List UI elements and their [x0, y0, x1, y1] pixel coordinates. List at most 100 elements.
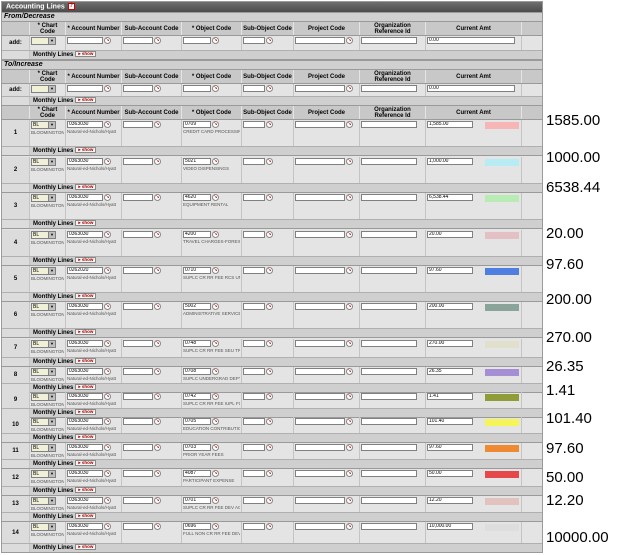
chart-select[interactable]: BL ▼ — [31, 121, 56, 129]
lookup-icon[interactable]: ↘ — [104, 303, 111, 310]
lookup-icon[interactable]: ↘ — [154, 85, 161, 92]
show-button[interactable]: ▸ show — [75, 409, 97, 416]
lookup-icon[interactable]: ↘ — [266, 418, 273, 425]
lookup-icon[interactable]: ↘ — [104, 37, 111, 44]
lookup-icon[interactable]: ↘ — [346, 121, 353, 128]
sub-account-input[interactable] — [123, 121, 153, 128]
lookup-icon[interactable]: ↘ — [154, 444, 161, 451]
sub-account-input[interactable] — [123, 231, 153, 238]
org-ref-input[interactable] — [361, 121, 417, 128]
account-number-input[interactable]: 0363030 — [67, 194, 103, 201]
lookup-icon[interactable]: ↘ — [266, 393, 273, 400]
chart-select[interactable]: ▼ — [31, 85, 56, 93]
show-button[interactable]: ▸ show — [75, 329, 97, 336]
chart-select[interactable]: BL ▼ — [31, 444, 56, 452]
lookup-icon[interactable]: ↘ — [104, 497, 111, 504]
lookup-icon[interactable]: ↘ — [104, 523, 111, 530]
account-number-input[interactable]: 0363030 — [67, 158, 103, 165]
lookup-icon[interactable]: ↘ — [266, 194, 273, 201]
lookup-icon[interactable]: ↘ — [212, 303, 219, 310]
org-ref-input[interactable] — [361, 368, 417, 375]
project-code-input[interactable] — [295, 303, 345, 310]
org-ref-input[interactable] — [361, 470, 417, 477]
lookup-icon[interactable]: ↘ — [212, 85, 219, 92]
lookup-icon[interactable]: ↘ — [266, 368, 273, 375]
lookup-icon[interactable]: ↘ — [346, 470, 353, 477]
org-ref-input[interactable] — [361, 85, 417, 92]
lookup-icon[interactable]: ↘ — [212, 267, 219, 274]
sub-object-input[interactable] — [243, 340, 265, 347]
show-button[interactable]: ▸ show — [75, 147, 97, 154]
lookup-icon[interactable]: ↘ — [104, 393, 111, 400]
sub-object-input[interactable] — [243, 368, 265, 375]
project-code-input[interactable] — [295, 393, 345, 400]
lookup-icon[interactable]: ↘ — [266, 231, 273, 238]
project-code-input[interactable] — [295, 340, 345, 347]
lookup-icon[interactable]: ↘ — [346, 523, 353, 530]
project-code-input[interactable] — [295, 121, 345, 128]
project-code-input[interactable] — [295, 37, 345, 44]
lookup-icon[interactable]: ↘ — [346, 497, 353, 504]
object-code-input[interactable]: 0748 — [183, 340, 211, 347]
project-code-input[interactable] — [295, 523, 345, 530]
lookup-icon[interactable]: ↘ — [154, 470, 161, 477]
account-number-input[interactable]: 0363030 — [67, 393, 103, 400]
org-ref-input[interactable] — [361, 267, 417, 274]
lookup-icon[interactable]: ↘ — [154, 37, 161, 44]
show-button[interactable]: ▸ show — [75, 544, 97, 551]
sub-object-input[interactable] — [243, 523, 265, 530]
lookup-icon[interactable]: ↘ — [212, 37, 219, 44]
lookup-icon[interactable]: ↘ — [346, 194, 353, 201]
lookup-icon[interactable]: ↘ — [104, 267, 111, 274]
account-number-input[interactable] — [67, 37, 103, 44]
current-amount-input[interactable]: 10,000.00 — [427, 523, 473, 530]
current-amount-input[interactable]: 50.00 — [427, 470, 473, 477]
lookup-icon[interactable]: ↘ — [266, 158, 273, 165]
lookup-icon[interactable]: ↘ — [104, 85, 111, 92]
show-button[interactable]: ▸ show — [75, 293, 97, 300]
show-button[interactable]: ▸ show — [75, 434, 97, 441]
lookup-icon[interactable]: ↘ — [104, 444, 111, 451]
lookup-icon[interactable]: ↘ — [154, 121, 161, 128]
sub-account-input[interactable] — [123, 158, 153, 165]
current-amount-input[interactable]: 0.00 — [427, 37, 515, 44]
lookup-icon[interactable]: ↘ — [346, 158, 353, 165]
sub-account-input[interactable] — [123, 267, 153, 274]
object-code-input[interactable]: 0696 — [183, 523, 211, 530]
sub-object-input[interactable] — [243, 393, 265, 400]
object-code-input[interactable]: 0708 — [183, 368, 211, 375]
sub-object-input[interactable] — [243, 37, 265, 44]
sub-account-input[interactable] — [123, 497, 153, 504]
lookup-icon[interactable]: ↘ — [266, 267, 273, 274]
lookup-icon[interactable]: ↘ — [266, 85, 273, 92]
lookup-icon[interactable]: ↘ — [346, 85, 353, 92]
lookup-icon[interactable]: ↘ — [104, 368, 111, 375]
current-amount-input[interactable]: 1,000.00 — [427, 158, 473, 165]
lookup-icon[interactable]: ↘ — [154, 497, 161, 504]
sub-account-input[interactable] — [123, 85, 153, 92]
lookup-icon[interactable]: ↘ — [266, 121, 273, 128]
lookup-icon[interactable]: ↘ — [154, 158, 161, 165]
object-code-input[interactable]: 4620 — [183, 194, 211, 201]
chart-select[interactable]: ▼ — [31, 37, 56, 45]
lookup-icon[interactable]: ↘ — [154, 340, 161, 347]
lookup-icon[interactable]: ↘ — [104, 340, 111, 347]
lookup-icon[interactable]: ↘ — [212, 470, 219, 477]
sub-account-input[interactable] — [123, 418, 153, 425]
sub-object-input[interactable] — [243, 231, 265, 238]
project-code-input[interactable] — [295, 194, 345, 201]
sub-account-input[interactable] — [123, 470, 153, 477]
object-code-input[interactable]: 0709 — [183, 121, 211, 128]
sub-object-input[interactable] — [243, 121, 265, 128]
lookup-icon[interactable]: ↘ — [154, 267, 161, 274]
lookup-icon[interactable]: ↘ — [212, 231, 219, 238]
lookup-icon[interactable]: ↘ — [346, 231, 353, 238]
project-code-input[interactable] — [295, 444, 345, 451]
project-code-input[interactable] — [295, 497, 345, 504]
project-code-input[interactable] — [295, 470, 345, 477]
lookup-icon[interactable]: ↘ — [212, 158, 219, 165]
org-ref-input[interactable] — [361, 231, 417, 238]
lookup-icon[interactable]: ↘ — [266, 444, 273, 451]
show-button[interactable]: ▸ show — [75, 51, 97, 58]
account-number-input[interactable]: 0363030 — [67, 231, 103, 238]
